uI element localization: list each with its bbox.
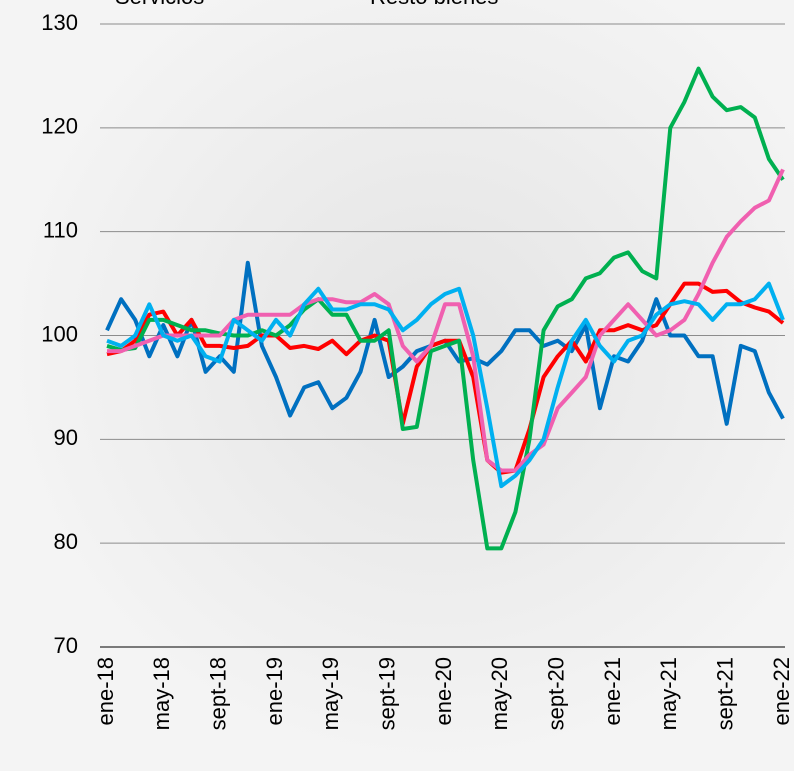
y-tick-label: 120 [41, 114, 78, 139]
x-tick-label: sept-21 [712, 657, 737, 730]
x-tick-label: ene-19 [262, 657, 287, 726]
y-tick-label: 130 [41, 10, 78, 35]
x-tick-label: ene-22 [769, 657, 794, 726]
y-tick-label: 70 [54, 633, 78, 658]
line-series [107, 284, 783, 473]
y-tick-label: 80 [54, 529, 78, 554]
x-tick-label: ene-21 [600, 657, 625, 726]
x-tick-label: sept-20 [543, 657, 568, 730]
y-tick-label: 110 [43, 217, 78, 242]
x-tick-label: may-21 [656, 657, 681, 730]
line-series [107, 169, 783, 470]
x-tick-label: may-20 [487, 657, 512, 730]
x-tick-label: ene-20 [431, 657, 456, 726]
line-series [107, 284, 783, 487]
y-tick-label: 100 [41, 321, 78, 346]
y-tick-label: 90 [54, 425, 78, 450]
x-tick-label: may-19 [318, 657, 343, 730]
legend-label: Resto bienes [370, 0, 498, 9]
legend-label: Servicios [115, 0, 204, 9]
x-tick-label: ene-18 [93, 657, 118, 726]
x-tick-label: may-18 [149, 657, 174, 730]
chart: 70 80 90 100 110 120 130 ene-18 may-18 sept-18 ene… [0, 0, 794, 771]
x-tick-label: sept-19 [374, 657, 399, 730]
x-tick-label: sept-18 [205, 657, 230, 730]
